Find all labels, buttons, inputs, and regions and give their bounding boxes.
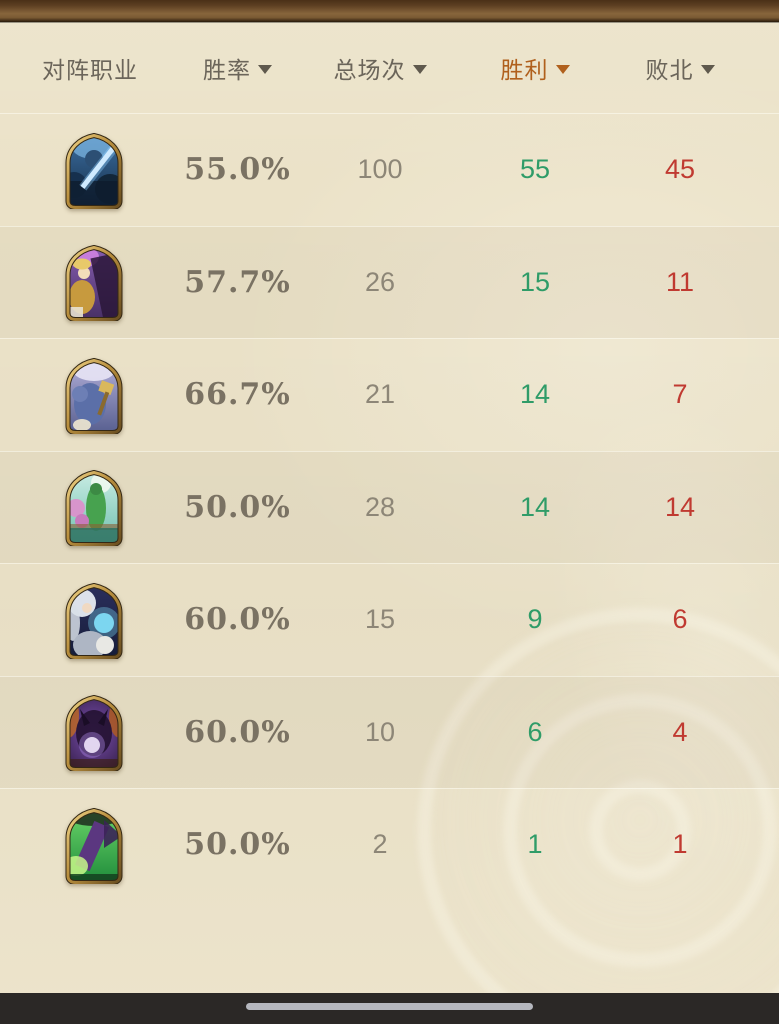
- win-rate-value: 66.7%: [184, 377, 291, 413]
- table-row[interactable]: 66.7% 21 14 7: [0, 338, 779, 451]
- total-games-value: 10: [364, 716, 396, 747]
- table-row[interactable]: 60.0% 10 6 4: [0, 675, 779, 789]
- losses-value: 11: [665, 266, 695, 297]
- total-games-value: 15: [364, 604, 396, 635]
- class-portrait-cell: [0, 693, 160, 772]
- sort-arrow-icon: [412, 64, 427, 74]
- table-row[interactable]: 57.7% 26 15 11: [0, 225, 779, 339]
- total-games-value: 28: [364, 491, 396, 522]
- losses-value: 4: [672, 716, 688, 747]
- column-header-label: 败北: [645, 56, 694, 83]
- column-header-label: 总场次: [333, 56, 406, 83]
- class-portrait-cell: [0, 806, 160, 884]
- win-rate-value: 50.0%: [184, 489, 291, 525]
- class-portrait-cell: [0, 468, 160, 547]
- wins-value: 55: [519, 154, 551, 185]
- demon-hunter-portrait-icon: [60, 806, 128, 884]
- column-header-total-games[interactable]: 总场次: [315, 51, 445, 85]
- losses-value: 6: [672, 604, 688, 635]
- top-wood-bar: [0, 0, 779, 22]
- win-rate-value: 60.0%: [184, 602, 291, 638]
- total-games-value: 2: [372, 829, 388, 860]
- table-row[interactable]: 60.0% 15 9 6: [0, 563, 779, 676]
- class-portrait-cell: [0, 581, 160, 659]
- mage-portrait-icon: [60, 581, 128, 659]
- wins-value: 14: [519, 379, 551, 410]
- column-header-wins[interactable]: 胜利: [445, 51, 625, 85]
- column-header-label: 胜利: [500, 56, 549, 83]
- losses-value: 1: [672, 829, 688, 860]
- table-row[interactable]: 55.0% 100 55 45: [0, 113, 779, 226]
- table-row[interactable]: 50.0% 28 14 14: [0, 450, 779, 564]
- class-stats-table: 对阵职业 胜率 总场次 胜利 败北 55.0% 100 55 45 57.7% …: [0, 22, 779, 901]
- table-header-row: 对阵职业 胜率 总场次 胜利 败北: [0, 22, 779, 113]
- win-rate-value: 60.0%: [184, 714, 291, 750]
- losses-value: 45: [664, 154, 696, 185]
- class-portrait-cell: [0, 243, 160, 322]
- sort-arrow-icon: [700, 64, 715, 74]
- table-row[interactable]: 50.0% 2 1 1: [0, 788, 779, 901]
- column-header-label: 胜率: [203, 56, 251, 83]
- win-rate-value: 57.7%: [184, 264, 291, 300]
- class-portrait-cell: [0, 356, 160, 434]
- win-rate-value: 55.0%: [184, 152, 291, 188]
- wins-value: 15: [519, 266, 551, 297]
- total-games-value: 26: [364, 266, 396, 297]
- sort-arrow-icon: [555, 64, 570, 74]
- system-home-bar: [0, 993, 779, 1024]
- column-header-win-rate[interactable]: 胜率: [160, 51, 315, 85]
- wins-value: 1: [527, 829, 543, 860]
- losses-value: 7: [672, 379, 688, 410]
- wins-value: 9: [527, 604, 543, 635]
- priest-portrait-icon: [60, 243, 128, 322]
- home-indicator[interactable]: [246, 1003, 533, 1010]
- warlock-portrait-icon: [60, 693, 128, 772]
- total-games-value: 100: [357, 154, 403, 185]
- paladin-portrait-icon: [60, 356, 128, 434]
- wins-value: 6: [527, 716, 543, 747]
- wins-value: 14: [519, 491, 551, 522]
- total-games-value: 21: [364, 379, 396, 410]
- death-knight-portrait-icon: [60, 131, 128, 209]
- table-rows: 55.0% 100 55 45 57.7% 26 15 11 66.7% 21 …: [0, 113, 779, 901]
- column-header-losses[interactable]: 败北: [625, 51, 735, 85]
- win-rate-value: 50.0%: [184, 827, 291, 863]
- sort-arrow-icon: [258, 64, 272, 74]
- losses-value: 14: [664, 491, 696, 522]
- class-portrait-cell: [0, 131, 160, 209]
- column-header-label: 对阵职业: [42, 56, 138, 83]
- druid-portrait-icon: [60, 468, 128, 547]
- column-header-vs-class: 对阵职业: [0, 51, 160, 85]
